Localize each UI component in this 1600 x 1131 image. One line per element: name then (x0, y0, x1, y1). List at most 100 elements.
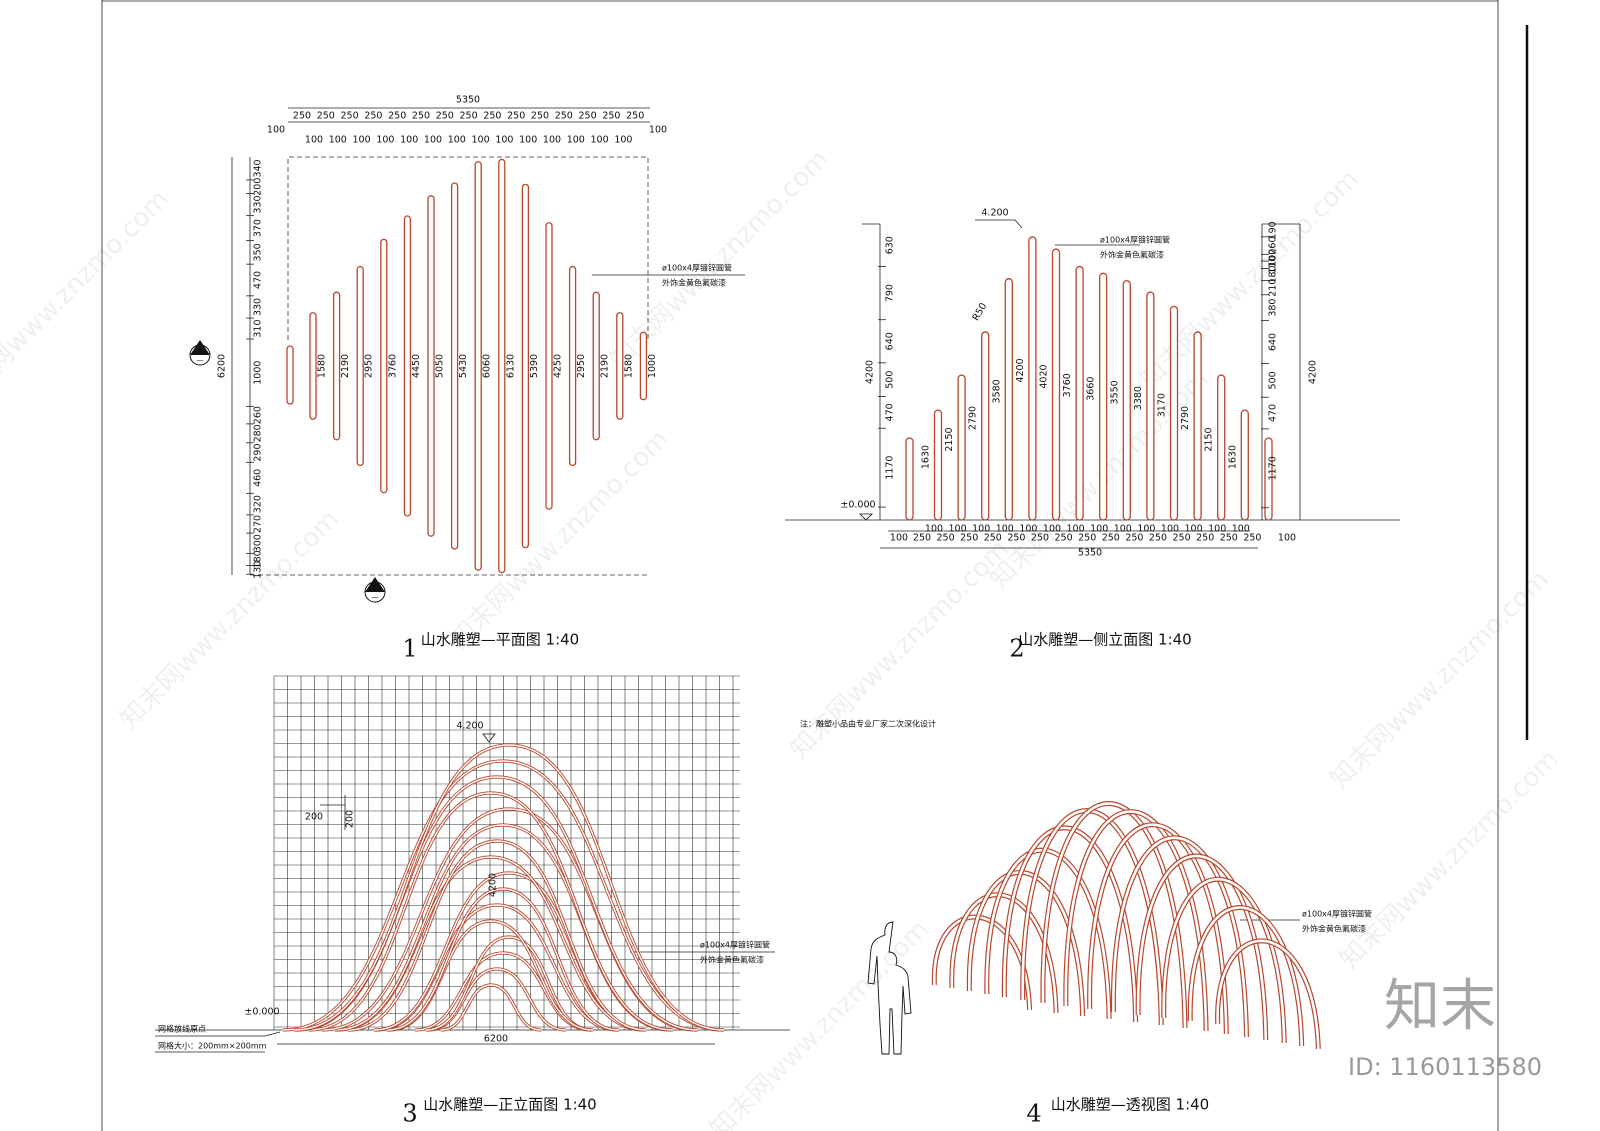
tube-height: 3760 (1062, 373, 1073, 397)
arch-core (308, 792, 674, 1031)
level: 4.200 (981, 208, 1008, 219)
tube (1099, 272, 1108, 521)
dimension: 250 (388, 111, 406, 122)
dimension: 100 (424, 135, 442, 146)
tube (403, 215, 412, 517)
tube-height: 4020 (1039, 364, 1050, 388)
plan-layout (189, 107, 745, 603)
dimension: 5350 (456, 95, 480, 106)
dimension: 300 (253, 534, 264, 552)
tube-height: 3550 (1109, 380, 1120, 404)
dimension: 250 (1031, 533, 1049, 544)
tube-length: 5390 (529, 354, 540, 378)
dimension: 100 (1208, 524, 1226, 535)
tube (1217, 374, 1226, 521)
tube-length: 2950 (364, 354, 375, 378)
dimension: 250 (436, 111, 454, 122)
dimension: 6200 (484, 1034, 508, 1045)
callout: ø100x4厚镀锌圆管 (700, 940, 770, 950)
tube (1004, 278, 1013, 521)
dimension: 1170 (1268, 456, 1279, 480)
dimension: 100 (925, 524, 943, 535)
dimension: 370 (253, 219, 264, 237)
dimension: 330 (253, 298, 264, 316)
person-figure (867, 921, 912, 1055)
tube (1240, 409, 1249, 521)
tube-length: 5430 (458, 354, 469, 378)
dimension: 100 (267, 125, 285, 136)
arch-core (1188, 906, 1303, 1047)
dimension: 250 (1007, 533, 1025, 544)
dimension: 250 (507, 111, 525, 122)
dimension: 1000 (253, 361, 264, 385)
callout: ø100x4厚镀锌圆管 (662, 263, 732, 273)
radius: R50 (971, 301, 990, 323)
dimension: 260 (253, 406, 264, 424)
callout: ø100x4厚镀锌圆管 (1100, 235, 1170, 245)
dimension: 250 (1102, 533, 1120, 544)
arch-core (347, 840, 647, 1031)
tube (1028, 236, 1037, 521)
callout: 外饰金黄色氟碳漆 (1302, 924, 1366, 934)
dimension: 250 (937, 533, 955, 544)
tube-height: 2790 (1180, 406, 1191, 430)
dimension: 4200 (488, 873, 499, 897)
arch-core (425, 936, 593, 1031)
tube (474, 161, 482, 571)
dimension: 310 (253, 319, 264, 337)
tube-height: 1630 (1227, 445, 1238, 469)
dimension: 100 (1268, 249, 1279, 267)
arch-core (1064, 810, 1208, 1032)
dimension: 100 (519, 135, 537, 146)
tube-height: 3380 (1133, 386, 1144, 410)
arch (308, 791, 674, 1032)
view-title: 山水雕塑—透视图 1:40 (1051, 1096, 1209, 1114)
dimension: 100 (972, 524, 990, 535)
arch-core (1003, 826, 1137, 1023)
section-id: 2 (372, 583, 378, 594)
tube-length: 2950 (576, 354, 587, 378)
tube (521, 183, 530, 549)
dimension: 270 (253, 515, 264, 533)
arch-core (1088, 823, 1228, 1035)
tube-height: 1630 (921, 445, 932, 469)
tube (957, 374, 966, 521)
view-number: 4 (1026, 1100, 1041, 1128)
dimension: 250 (984, 533, 1002, 544)
tube-length: 6060 (482, 354, 493, 378)
arch (347, 839, 647, 1032)
dimension: 250 (1173, 533, 1191, 544)
dimension: 100 (543, 135, 561, 146)
dimension: 640 (1268, 333, 1279, 351)
dimension: 210 (1268, 279, 1279, 297)
dimension: 100 (890, 533, 908, 544)
tube (1146, 291, 1155, 521)
dimension: 500 (885, 371, 896, 389)
arch-core (1162, 877, 1286, 1044)
tube (1122, 280, 1131, 521)
watermark: 知末网www.znzmo.com (1324, 564, 1555, 795)
tube-length: 4250 (553, 354, 564, 378)
tube (427, 195, 435, 537)
arch-core (1112, 836, 1248, 1038)
dimension: 200 (345, 810, 356, 828)
tube-length: 1000 (647, 354, 658, 378)
view-title: 山水雕塑—侧立面图 1:40 (1018, 631, 1191, 649)
tube (332, 291, 341, 441)
dimension: 250 (913, 533, 931, 544)
tube-length: 3760 (387, 354, 398, 378)
callout: 外饰金黄色氟碳漆 (1100, 250, 1164, 260)
tube (639, 331, 648, 401)
arch-core (1136, 854, 1268, 1041)
dimension: 250 (960, 533, 978, 544)
dimension: 250 (1149, 533, 1167, 544)
dimension: 100 (996, 524, 1014, 535)
watermark: 知末网www.znzmo.com (784, 534, 1015, 765)
note: 注：雕塑小品由专业厂家二次深化设计 (800, 719, 936, 729)
dimension: 100 (1278, 533, 1296, 544)
dimension: 250 (1196, 533, 1214, 544)
sheet-id: ID: 1160113580 (1348, 1053, 1542, 1081)
dimension: 250 (483, 111, 501, 122)
dimension: 250 (1055, 533, 1073, 544)
dimension: 250 (1125, 533, 1143, 544)
